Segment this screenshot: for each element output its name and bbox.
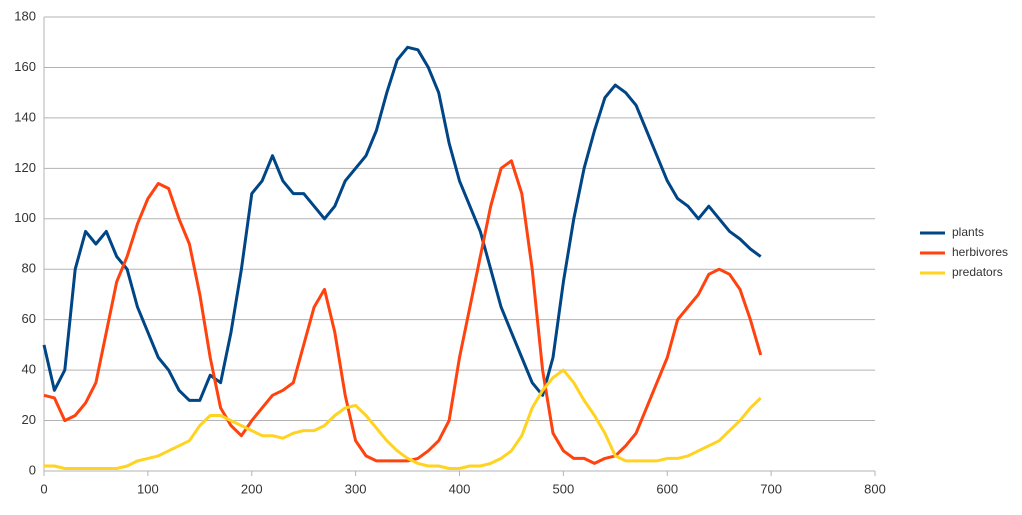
y-tick-label: 80 [22,261,36,276]
x-tick-label: 100 [137,481,159,496]
legend-label: predators [952,265,1003,279]
legend-label: herbivores [952,245,1008,259]
y-tick-label: 160 [14,59,36,74]
x-tick-label: 300 [345,481,367,496]
series-line [44,368,762,470]
y-tick-label: 100 [14,210,36,225]
y-tick-label: 0 [29,462,36,477]
y-tick-label: 180 [14,8,36,23]
y-tick-label: 20 [22,412,36,427]
x-tick-label: 500 [553,481,575,496]
x-tick-label: 200 [241,481,263,496]
y-tick-label: 40 [22,362,36,377]
y-tick-label: 60 [22,311,36,326]
x-tick-label: 600 [656,481,678,496]
x-tick-label: 400 [449,481,471,496]
x-tick-label: 0 [40,481,47,496]
y-tick-label: 140 [14,109,36,124]
x-tick-label: 800 [864,481,886,496]
y-tick-label: 120 [14,160,36,175]
x-tick-label: 700 [760,481,782,496]
series-line [43,159,763,465]
series-line [42,45,762,402]
legend-label: plants [952,225,984,239]
